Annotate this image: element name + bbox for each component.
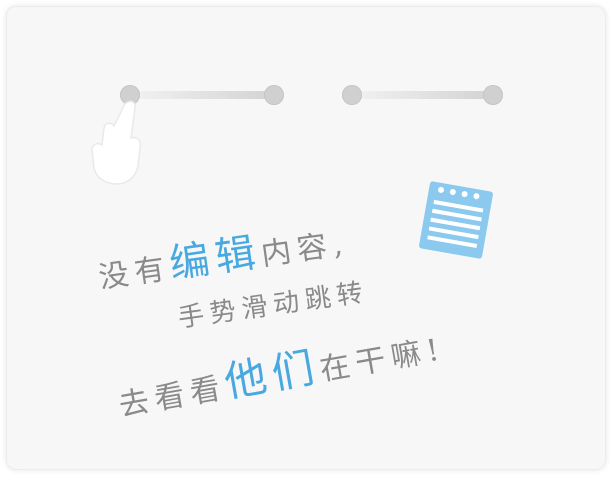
- message-text: 内容,: [259, 226, 351, 273]
- swipe-track-bar: [352, 91, 492, 99]
- empty-message-line-3: 去看看他们在干嘛!: [113, 311, 449, 428]
- swipe-track-end-knob: [264, 85, 284, 105]
- swipe-track-end-knob: [483, 85, 503, 105]
- swipe-track-start-knob: [120, 85, 140, 105]
- swipe-track-start-knob: [342, 85, 362, 105]
- message-text: 去看看: [116, 370, 229, 424]
- message-highlight: 他们: [220, 341, 324, 407]
- swipe-hand-icon: [91, 100, 142, 185]
- swipe-track-bar: [130, 91, 274, 99]
- message-text: 在干嘛!: [317, 331, 448, 389]
- notepad-icon: [419, 181, 493, 259]
- message-highlight: 编辑: [166, 229, 265, 288]
- message-text: 没有: [96, 251, 173, 296]
- empty-state-card: 没有编辑内容, 手势滑动跳转 去看看他们在干嘛!: [6, 6, 606, 470]
